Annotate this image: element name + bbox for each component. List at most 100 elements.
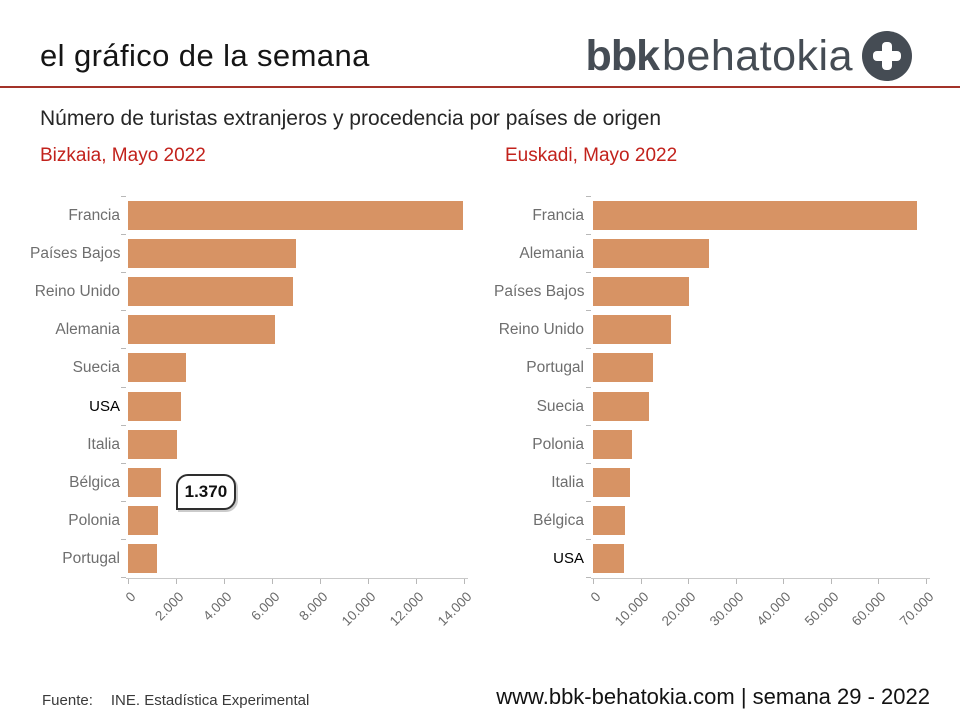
category-tick: [586, 234, 591, 236]
category-tick: [121, 310, 126, 312]
category-label: Reino Unido: [498, 321, 584, 339]
bar: [593, 543, 624, 573]
x-axis-tick: [368, 579, 369, 584]
x-axis-tick: [593, 579, 594, 584]
category-tick: [586, 196, 591, 197]
bar: [593, 315, 671, 345]
x-axis-tick: [224, 579, 225, 584]
x-axis-tick: [128, 579, 129, 584]
x-axis-tick: [830, 579, 832, 584]
category-label: Países Bajos: [494, 283, 584, 301]
x-axis-tick-label: 6.000: [248, 589, 283, 624]
chart-title-bizkaia: Bizkaia, Mayo 2022: [40, 145, 206, 166]
category-tick: [121, 272, 126, 274]
x-axis-tick: [176, 579, 177, 584]
x-axis-tick-label: 70.000: [896, 589, 937, 629]
category-tick: [121, 234, 126, 236]
category-label: Polonia: [68, 511, 120, 529]
category-label: Portugal: [62, 549, 120, 567]
logo-bold-text: bbk: [585, 31, 660, 80]
x-axis-tick-label: 8.000: [296, 589, 331, 624]
x-axis-tick: [320, 579, 321, 584]
x-axis-tick-label: 0: [122, 589, 139, 605]
chart-bizkaia: Francia Países Bajos Reino Unido Alemania Su…: [30, 196, 505, 647]
x-axis-tick-label: 2.000: [152, 589, 187, 624]
bbk-behatokia-logo: bbk behatokia: [586, 31, 912, 81]
bar: [128, 467, 161, 497]
bar: [593, 505, 625, 535]
x-axis-line: [126, 578, 468, 579]
source-text: INE. Estadística Experimental: [110, 692, 310, 709]
x-axis-tick-label: 0: [587, 589, 604, 605]
source-note: Fuente: INE. Estadística Experimental: [42, 692, 309, 709]
bar: [593, 239, 709, 269]
x-axis-tick: [416, 579, 417, 584]
x-axis-tick-label: 10.000: [338, 589, 379, 629]
bar: [593, 277, 689, 307]
category-tick: [121, 196, 126, 197]
category-label: Francia: [532, 207, 584, 224]
category-label: Suecia: [536, 397, 584, 415]
bar: [128, 353, 187, 383]
x-axis-tick-label: 4.000: [200, 589, 235, 624]
category-label: USA: [553, 549, 584, 567]
x-axis-tick: [272, 579, 273, 584]
bar: [128, 391, 181, 421]
x-axis-tick-label: 12.000: [386, 589, 427, 629]
bar: [593, 467, 630, 497]
category-label: Polonia: [532, 435, 584, 453]
x-axis-tick: [926, 579, 927, 584]
page-title: el gráfico de la semana: [40, 38, 370, 73]
category-tick: [586, 500, 591, 502]
category-label: Francia: [68, 207, 120, 224]
category-label: Bélgica: [533, 511, 584, 529]
x-axis-tick: [735, 579, 737, 584]
x-axis-tick-label: 60.000: [849, 589, 889, 629]
x-axis-line: [591, 578, 930, 579]
category-label: Portugal: [526, 359, 584, 377]
category-label: Países Bajos: [30, 245, 120, 263]
x-axis-tick: [640, 579, 642, 584]
category-tick: [586, 577, 591, 578]
chart-euskadi: Francia Alemania Países Bajos Reino Unido Po…: [494, 196, 960, 647]
x-axis-tick-label: 20.000: [658, 589, 699, 629]
source-label: Fuente:: [42, 692, 93, 709]
category-tick: [586, 424, 591, 426]
x-axis-tick-label: 10.000: [611, 589, 652, 629]
category-tick: [121, 386, 126, 388]
category-label: Alemania: [519, 245, 584, 263]
bar: [128, 239, 296, 269]
category-tick: [586, 348, 591, 350]
category-label: Italia: [551, 473, 584, 491]
category-tick: [121, 538, 126, 540]
category-label: Italia: [87, 435, 120, 453]
chart-title-euskadi: Euskadi, Mayo 2022: [505, 145, 678, 166]
site-footer: www.bbk-behatokia.com | semana 29 - 2022: [496, 684, 930, 709]
bar: [128, 543, 157, 573]
category-tick: [586, 272, 591, 274]
bar: [593, 391, 650, 421]
x-axis-tick-label: 50.000: [801, 589, 842, 629]
chart-subtitle: Número de turistas extranjeros y procede…: [40, 107, 661, 130]
bar: [593, 201, 917, 230]
category-tick: [586, 386, 591, 388]
logo-light-text: behatokia: [662, 31, 853, 80]
x-axis-tick: [688, 579, 690, 584]
category-tick: [121, 348, 126, 350]
category-label: Reino Unido: [34, 283, 120, 301]
bar: [593, 353, 653, 383]
category-label: Alemania: [55, 321, 120, 339]
category-tick: [586, 538, 591, 540]
value-callout: 1.370: [175, 473, 236, 510]
category-tick: [586, 462, 591, 464]
category-label: Suecia: [72, 359, 120, 377]
bar: [128, 429, 177, 459]
header-divider: [0, 86, 960, 88]
bar: [128, 315, 276, 345]
bar: [128, 505, 158, 535]
plus-circle-icon: [862, 31, 912, 81]
category-label: Bélgica: [69, 473, 120, 491]
category-tick: [121, 462, 126, 464]
bar: [128, 277, 294, 307]
bar: [593, 429, 632, 459]
